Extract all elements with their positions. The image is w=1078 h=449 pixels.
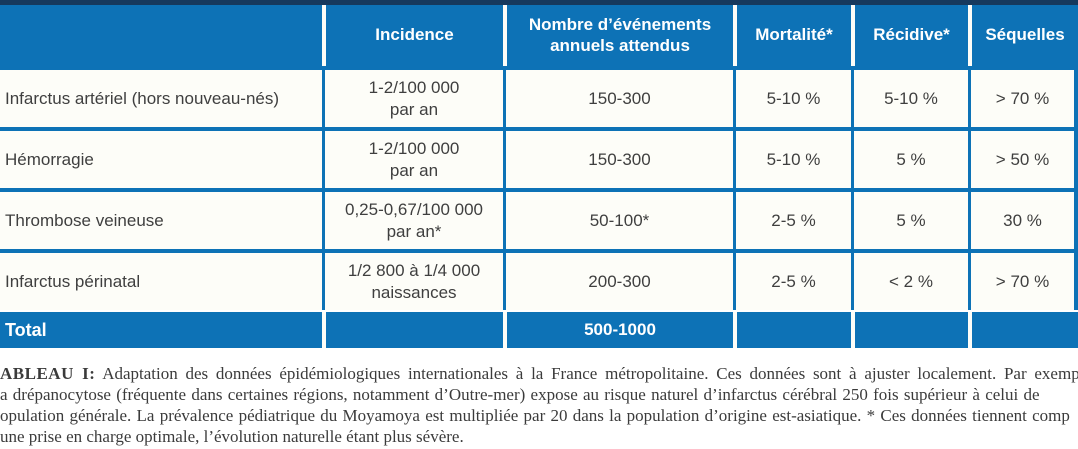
incidence-line1: 0,25-0,67/100 000	[344, 200, 483, 220]
incidence-line2: par an	[389, 160, 439, 180]
table-caption: ABLEAU I: Adaptation des données épidémi…	[0, 363, 1078, 447]
cell-sequelae: > 70 %	[968, 253, 1078, 310]
total-incidence-empty	[322, 312, 503, 348]
total-mortality-empty	[733, 312, 851, 348]
cell-incidence: 1-2/100 000 par an	[322, 131, 503, 188]
table-top-border	[0, 0, 1078, 5]
incidence-line2: naissances	[371, 282, 457, 302]
table-row: Hémorragie 1-2/100 000 par an 150-300 5-…	[0, 131, 1078, 188]
cell-recurrence: 5-10 %	[851, 70, 968, 127]
cell-sequelae: 30 %	[968, 192, 1078, 249]
cell-events: 50-100*	[503, 192, 733, 249]
cell-events: 150-300	[503, 131, 733, 188]
table-row: Thrombose veineuse 0,25-0,67/100 000 par…	[0, 192, 1078, 249]
incidence-line2: par an	[389, 99, 439, 119]
total-recurrence-empty	[851, 312, 968, 348]
row-label: Infarctus artériel (hors nouveau-nés)	[0, 70, 322, 127]
table-body: Infarctus artériel (hors nouveau-nés) 1-…	[0, 66, 1078, 310]
cell-recurrence: 5 %	[851, 131, 968, 188]
cell-events: 150-300	[503, 70, 733, 127]
caption-lead: ABLEAU I:	[0, 364, 96, 383]
epidemiology-table: Incidence Nombre d’événements annuels at…	[0, 0, 1078, 348]
table-row: Infarctus artériel (hors nouveau-nés) 1-…	[0, 70, 1078, 127]
caption-line-1-text: Adaptation des données épidémiologiques …	[102, 364, 1078, 383]
cell-incidence: 1-2/100 000 par an	[322, 70, 503, 127]
caption-line-2: a drépanocytose (fréquente dans certaine…	[0, 385, 1040, 404]
total-label: Total	[5, 319, 47, 340]
header-cell-sequelae: Séquelles	[968, 5, 1078, 66]
header-cell-events: Nombre d’événements annuels attendus	[503, 5, 733, 66]
table-header-row: Incidence Nombre d’événements annuels at…	[0, 5, 1078, 66]
cell-sequelae: > 50 %	[968, 131, 1078, 188]
header-cell-incidence: Incidence	[322, 5, 503, 66]
cell-sequelae: > 70 %	[968, 70, 1078, 127]
cell-mortality: 5-10 %	[733, 70, 851, 127]
cell-mortality: 2-5 %	[733, 192, 851, 249]
table-total-row: Total 500-1000	[0, 312, 1078, 348]
cell-incidence: 0,25-0,67/100 000 par an*	[322, 192, 503, 249]
header-cell-recurrence: Récidive*	[851, 5, 968, 66]
cell-incidence: 1/2 800 à 1/4 000 naissances	[322, 253, 503, 310]
total-sequelae-empty	[968, 312, 1078, 348]
cell-recurrence: < 2 %	[851, 253, 968, 310]
row-label: Infarctus périnatal	[0, 253, 322, 310]
header-cell-mortality: Mortalité*	[733, 5, 851, 66]
row-gap	[0, 310, 1078, 312]
incidence-line1: 1/2 800 à 1/4 000	[347, 261, 481, 281]
row-label: Hémorragie	[0, 131, 322, 188]
caption-line-1: ABLEAU I: Adaptation des données épidémi…	[0, 363, 1078, 384]
cell-recurrence: 5 %	[851, 192, 968, 249]
incidence-line1: 1-2/100 000	[368, 139, 460, 159]
header-cell-empty	[0, 5, 322, 66]
total-events: 500-1000	[503, 312, 733, 348]
cell-events: 200-300	[503, 253, 733, 310]
incidence-line2: par an*	[386, 221, 442, 241]
row-label: Thrombose veineuse	[0, 192, 322, 249]
caption-line-4: une prise en charge optimale, l’évolutio…	[0, 427, 464, 446]
caption-line-3: opulation générale. La prévalence pédiat…	[0, 406, 1070, 425]
cell-mortality: 2-5 %	[733, 253, 851, 310]
incidence-line1: 1-2/100 000	[368, 78, 460, 98]
table-row: Infarctus périnatal 1/2 800 à 1/4 000 na…	[0, 253, 1078, 310]
cell-mortality: 5-10 %	[733, 131, 851, 188]
